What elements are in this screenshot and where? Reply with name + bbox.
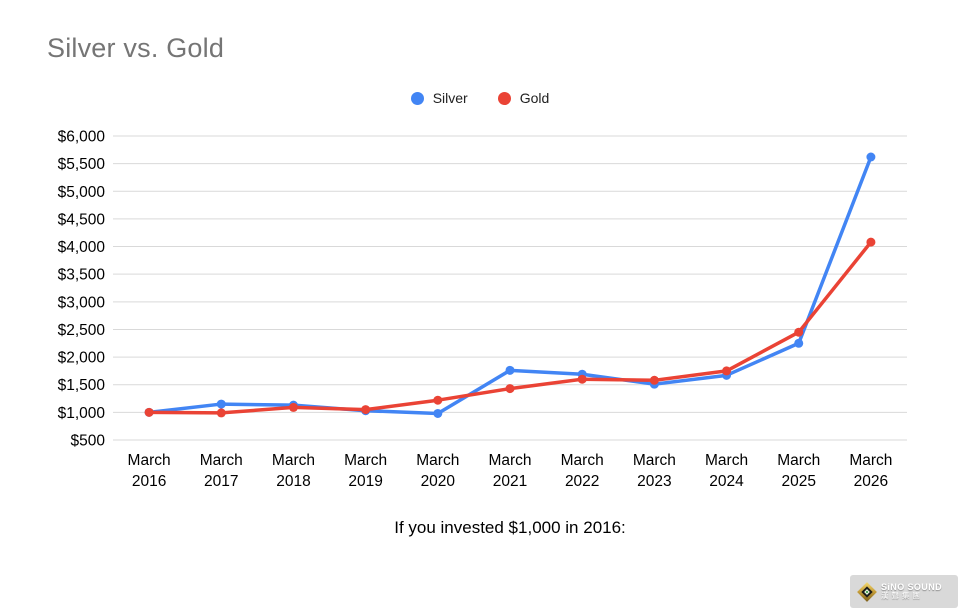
x-tick-label: March 2024 xyxy=(705,452,748,490)
x-tick-label: March 2022 xyxy=(561,452,604,490)
x-tick-label: March 2018 xyxy=(272,452,315,490)
data-point-silver xyxy=(433,408,443,418)
chart-title: Silver vs. Gold xyxy=(47,33,225,63)
data-point-gold xyxy=(794,327,804,337)
legend-dot-silver xyxy=(410,91,424,105)
data-point-gold xyxy=(361,405,371,415)
watermark-brand: SiNO SOUND xyxy=(881,582,943,593)
chart-caption: If you invested $1,000 in 2016: xyxy=(394,518,626,537)
y-tick-label: $1,500 xyxy=(58,377,106,394)
x-tick-label: March 2025 xyxy=(777,452,820,490)
series-line-silver xyxy=(147,155,873,416)
data-point-gold xyxy=(144,407,154,417)
y-tick-label: $6,000 xyxy=(58,129,106,146)
y-tick-label: $5,000 xyxy=(58,184,106,201)
diamond-logo-icon xyxy=(857,581,877,602)
data-point-gold xyxy=(722,366,732,376)
legend-item-gold: Gold xyxy=(497,90,550,106)
x-tick-label: March 2019 xyxy=(344,452,387,490)
watermark-brand-cn: 漢聲集團 xyxy=(881,591,923,601)
legend-label: Gold xyxy=(519,90,550,106)
y-tick-label: $4,000 xyxy=(58,239,106,256)
y-tick-label: $5,500 xyxy=(58,156,106,173)
x-tick-label: March 2017 xyxy=(200,452,243,490)
x-tick-label: March 2016 xyxy=(128,452,171,490)
y-tick-label: $4,500 xyxy=(58,211,106,228)
y-tick-label: $3,500 xyxy=(58,267,106,284)
y-tick-label: $2,500 xyxy=(58,322,106,339)
data-point-gold xyxy=(866,237,876,247)
data-point-silver xyxy=(216,399,226,409)
y-tick-label: $3,000 xyxy=(58,294,106,311)
data-point-gold xyxy=(505,384,515,394)
data-point-silver xyxy=(505,365,515,375)
x-tick-label: March 2020 xyxy=(416,452,459,490)
legend-dot-gold xyxy=(497,91,511,105)
y-tick-label: $2,000 xyxy=(58,350,106,367)
data-point-silver xyxy=(794,338,804,348)
watermark-badge: SiNO SOUND 漢聲集團 xyxy=(850,575,958,608)
x-tick-label: March 2021 xyxy=(488,452,531,490)
x-tick-label: March 2026 xyxy=(849,452,892,490)
data-point-gold xyxy=(649,375,659,385)
x-tick-label: March 2023 xyxy=(633,452,676,490)
data-point-gold xyxy=(216,408,226,418)
legend-item-silver: Silver xyxy=(410,90,468,106)
y-tick-label: $500 xyxy=(71,433,106,450)
y-tick-label: $1,000 xyxy=(58,405,106,422)
data-point-gold xyxy=(433,395,443,405)
legend: Silver Gold xyxy=(0,88,960,108)
legend-label: Silver xyxy=(432,90,468,106)
data-point-silver xyxy=(866,152,876,162)
data-point-gold xyxy=(288,402,298,412)
data-point-gold xyxy=(577,374,587,384)
